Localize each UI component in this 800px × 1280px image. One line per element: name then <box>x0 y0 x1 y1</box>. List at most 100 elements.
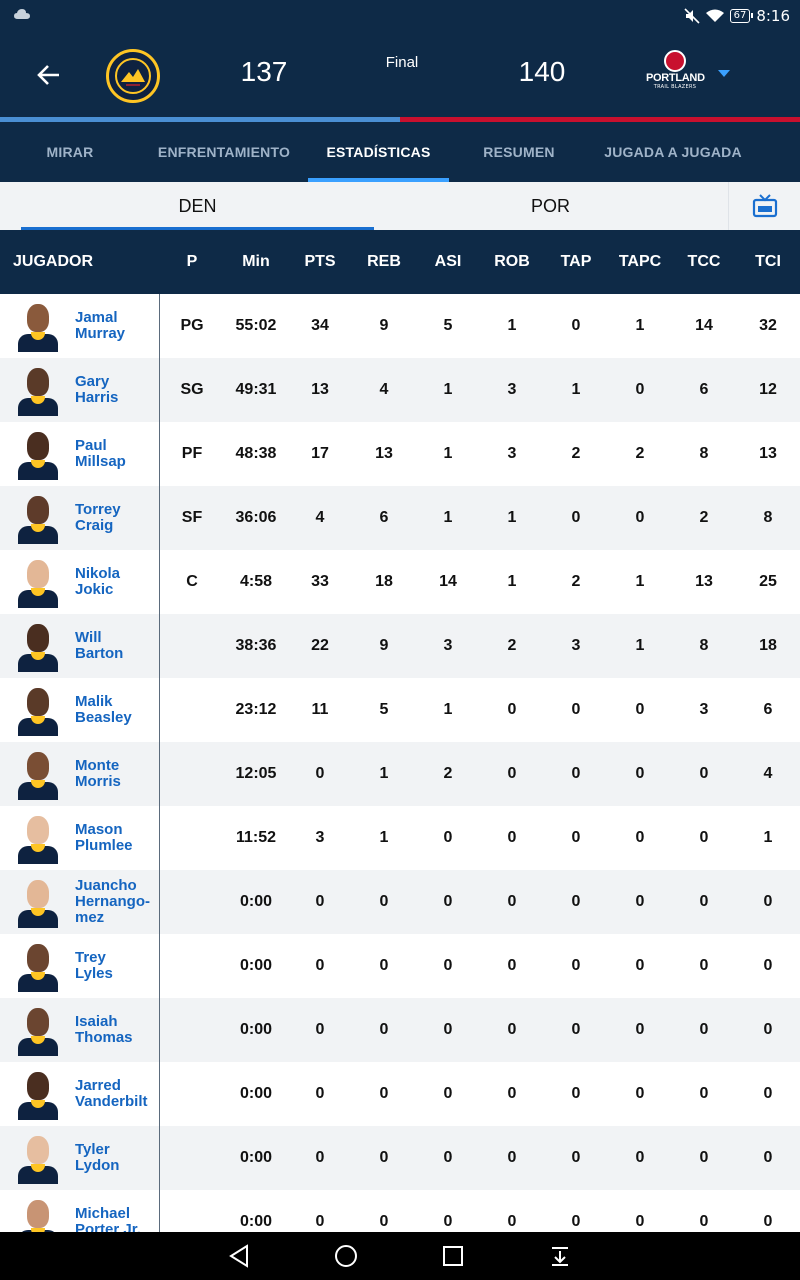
team-tab-den[interactable]: DEN <box>21 182 374 230</box>
player-name-link[interactable]: Gary Harris <box>75 358 159 422</box>
player-name-link[interactable]: Nikola Jokic <box>75 550 159 614</box>
table-row[interactable]: Gary Harris SG 49:31 13 4 1 3 1 0 6 12 <box>0 358 800 422</box>
back-button[interactable] <box>32 58 66 92</box>
player-last-name: Lyles <box>75 965 113 982</box>
cell-tcc: 0 <box>699 829 709 846</box>
cell-reb: 1 <box>379 829 389 846</box>
cell-reb: 1 <box>379 765 389 782</box>
player-name-link[interactable]: Trey Lyles <box>75 934 159 998</box>
player-avatar[interactable] <box>16 364 60 416</box>
player-avatar[interactable] <box>16 492 60 544</box>
player-name-link[interactable]: Michael Porter Jr. <box>75 1190 159 1233</box>
table-row[interactable]: Torrey Craig SF 36:06 4 6 1 1 0 0 2 8 <box>0 486 800 550</box>
arrow-left-icon <box>37 65 59 85</box>
col-header-reb[interactable]: REB <box>367 253 401 270</box>
col-header-pts[interactable]: PTS <box>304 253 336 270</box>
chevron-down-icon[interactable] <box>718 70 730 77</box>
player-avatar[interactable] <box>16 1132 60 1184</box>
col-header-tapc[interactable]: TAPC <box>618 253 662 270</box>
collar-shape <box>31 396 45 404</box>
player-last-name: Craig <box>75 517 114 534</box>
tab-enfrentamiento[interactable]: ENFRENTAMIENTO <box>157 144 291 160</box>
team-color-bar <box>0 117 800 122</box>
player-first-name: Trey <box>75 949 106 966</box>
player-name-link[interactable]: Jamal Murray <box>75 294 159 358</box>
tv-button[interactable] <box>728 182 800 230</box>
player-avatar[interactable] <box>16 812 60 864</box>
column-divider <box>159 1190 160 1232</box>
cell-tapc: 1 <box>635 637 645 654</box>
cell-pos: PG <box>180 317 204 334</box>
tab-jugada-a-jugada[interactable]: JUGADA A JUGADA <box>604 144 742 160</box>
cell-tcc: 8 <box>699 637 709 654</box>
cell-pos <box>172 1126 212 1190</box>
player-name-link[interactable]: Jarred Vanderbilt <box>75 1062 159 1126</box>
cell-tcc: 0 <box>699 1021 709 1038</box>
player-avatar[interactable] <box>16 1004 60 1056</box>
table-row[interactable]: Will Barton 38:36 22 9 3 2 3 1 8 18 <box>0 614 800 678</box>
player-avatar[interactable] <box>16 300 60 352</box>
player-avatar[interactable] <box>16 748 60 800</box>
col-header-tci[interactable]: TCI <box>755 253 781 270</box>
blazers-logo[interactable]: PORTLAND TRAIL BLAZERS <box>646 50 705 100</box>
table-row[interactable]: Jarred Vanderbilt 0:00 0 0 0 0 0 0 0 0 <box>0 1062 800 1126</box>
col-header-min[interactable]: Min <box>242 253 270 270</box>
cell-asi: 1 <box>443 445 453 462</box>
player-avatar[interactable] <box>16 940 60 992</box>
cell-tap: 3 <box>571 637 581 654</box>
player-avatar[interactable] <box>16 684 60 736</box>
player-name-link[interactable]: Torrey Craig <box>75 486 159 550</box>
player-first-name: Will <box>75 629 102 646</box>
cell-pos <box>172 1190 212 1232</box>
player-avatar[interactable] <box>16 620 60 672</box>
nav-recents-button[interactable] <box>423 1232 483 1280</box>
cell-pos <box>172 998 212 1062</box>
tab-resumen[interactable]: RESUMEN <box>483 144 555 160</box>
player-name-link[interactable]: Juancho Hernango-mez <box>75 870 159 934</box>
player-name-link[interactable]: Isaiah Thomas <box>75 998 159 1062</box>
table-row[interactable]: Trey Lyles 0:00 0 0 0 0 0 0 0 0 <box>0 934 800 998</box>
cell-pts: 0 <box>315 1085 325 1102</box>
player-avatar[interactable] <box>16 1196 60 1232</box>
player-avatar[interactable] <box>16 876 60 928</box>
player-name-link[interactable]: Will Barton <box>75 614 159 678</box>
col-header-tcc[interactable]: TCC <box>687 253 721 270</box>
cell-reb: 0 <box>379 1213 389 1230</box>
nav-back-button[interactable] <box>209 1232 269 1280</box>
table-row[interactable]: Isaiah Thomas 0:00 0 0 0 0 0 0 0 0 <box>0 998 800 1062</box>
cell-tci: 18 <box>759 637 777 654</box>
table-row[interactable]: Nikola Jokic C 4:58 33 18 14 1 2 1 13 25 <box>0 550 800 614</box>
nav-home-button[interactable] <box>316 1232 376 1280</box>
cell-tcc: 0 <box>699 957 709 974</box>
tab-estadisticas[interactable]: ESTADÍSTICAS <box>308 122 449 182</box>
tab-mirar[interactable]: MIRAR <box>46 144 94 160</box>
col-header-jugador[interactable]: JUGADOR <box>13 253 94 270</box>
table-row[interactable]: Paul Millsap PF 48:38 17 13 1 3 2 2 8 13 <box>0 422 800 486</box>
table-row[interactable]: Monte Morris 12:05 0 1 2 0 0 0 0 4 <box>0 742 800 806</box>
col-header-asi[interactable]: ASI <box>434 253 462 270</box>
nav-notifications-button[interactable] <box>530 1232 590 1280</box>
cell-asi: 0 <box>443 1149 453 1166</box>
cell-asi: 0 <box>443 1213 453 1230</box>
player-avatar[interactable] <box>16 1068 60 1120</box>
player-name-link[interactable]: Paul Millsap <box>75 422 159 486</box>
col-header-rob[interactable]: ROB <box>494 253 530 270</box>
col-header-tap[interactable]: TAP <box>560 253 592 270</box>
team-tab-por[interactable]: POR <box>530 195 570 216</box>
col-header-p[interactable]: P <box>186 253 198 270</box>
nuggets-logo[interactable] <box>106 49 160 103</box>
cell-tap: 0 <box>571 1213 581 1230</box>
table-row[interactable]: Mason Plumlee 11:52 3 1 0 0 0 0 0 1 <box>0 806 800 870</box>
table-row[interactable]: Malik Beasley 23:12 11 5 1 0 0 0 3 6 <box>0 678 800 742</box>
player-avatar[interactable] <box>16 556 60 608</box>
player-name-link[interactable]: Tyler Lydon <box>75 1126 159 1190</box>
table-row[interactable]: Jamal Murray PG 55:02 34 9 5 1 0 1 14 32 <box>0 294 800 358</box>
player-avatar[interactable] <box>16 428 60 480</box>
table-row[interactable]: Michael Porter Jr. 0:00 0 0 0 0 0 0 0 0 <box>0 1190 800 1232</box>
player-name-link[interactable]: Malik Beasley <box>75 678 159 742</box>
table-row[interactable]: Tyler Lydon 0:00 0 0 0 0 0 0 0 0 <box>0 1126 800 1190</box>
table-row[interactable]: Juancho Hernango-mez 0:00 0 0 0 0 0 0 0 0 <box>0 870 800 934</box>
player-first-name: Gary <box>75 373 110 390</box>
player-name-link[interactable]: Mason Plumlee <box>75 806 159 870</box>
player-name-link[interactable]: Monte Morris <box>75 742 159 806</box>
